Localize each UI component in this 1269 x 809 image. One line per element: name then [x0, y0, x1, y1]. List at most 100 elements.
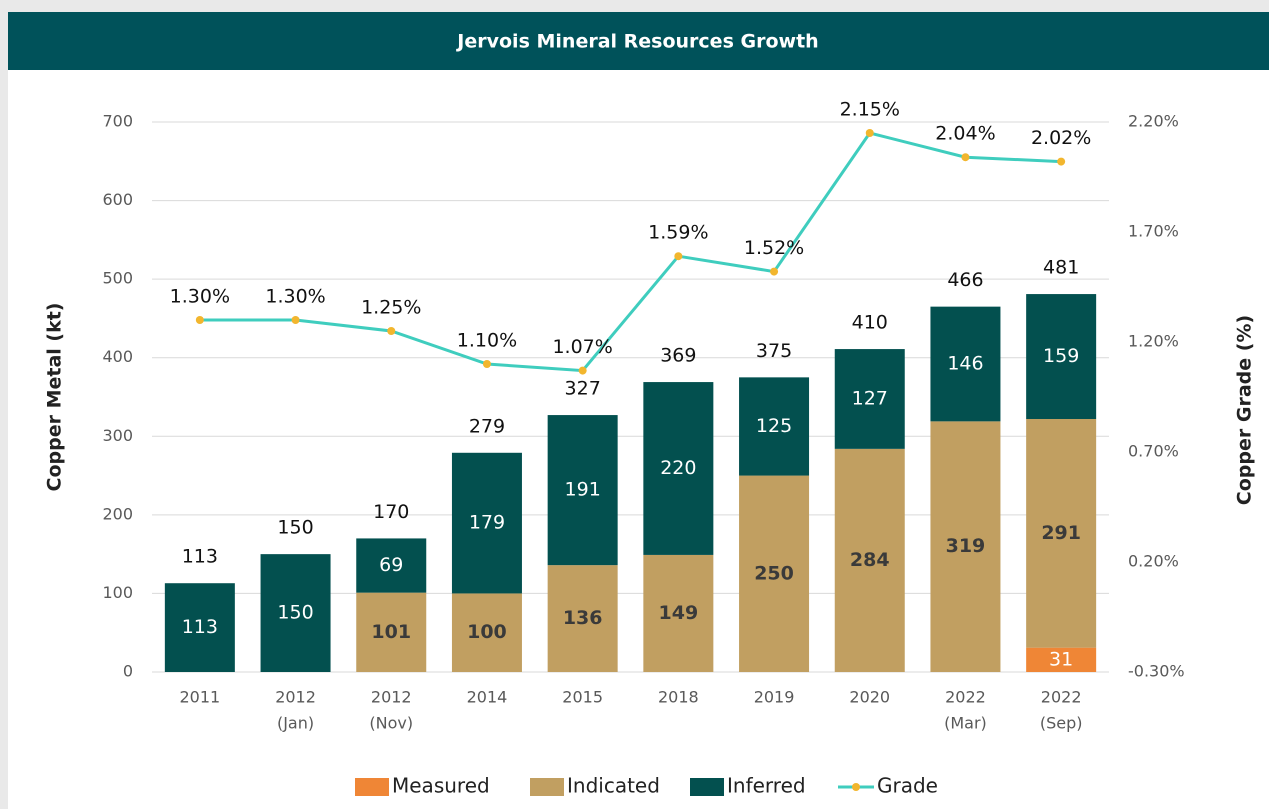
segment-label: 319	[946, 535, 986, 557]
x-tick-label: 2019	[754, 688, 795, 707]
x-tick-label: 2022	[945, 688, 986, 707]
grade-label: 1.25%	[361, 297, 421, 319]
grade-line	[199, 131, 1062, 373]
bar-segment	[834, 349, 905, 449]
bar-segment	[739, 475, 810, 672]
segment-label: 159	[1043, 345, 1079, 367]
bar-segment	[451, 452, 522, 594]
segment-label: 291	[1041, 522, 1081, 544]
bar-segment	[834, 448, 905, 672]
y2-tick-label: 0.20%	[1128, 552, 1179, 571]
bar-segment	[451, 593, 522, 672]
grade-marker	[961, 153, 970, 162]
grade-marker	[674, 252, 683, 261]
segment-label: 150	[277, 602, 313, 624]
grade-marker	[865, 129, 874, 137]
segment-label: 220	[660, 457, 696, 479]
x-tick-label: (Sep)	[1040, 714, 1083, 733]
grade-marker	[482, 360, 491, 368]
x-tick-label: 2015	[562, 688, 603, 707]
segment-label: 250	[754, 562, 794, 584]
total-label: 327	[565, 378, 601, 400]
x-tick-label: 2020	[849, 688, 890, 707]
y-tick-label: 400	[102, 347, 133, 366]
segment-label: 179	[469, 512, 505, 534]
bar-segment	[260, 554, 331, 672]
bar-segment	[930, 306, 1001, 422]
bar-segment	[547, 415, 618, 566]
total-label: 369	[660, 345, 696, 367]
segment-label: 127	[852, 387, 888, 409]
bar-segment	[356, 538, 427, 593]
x-tick-label: 2014	[467, 688, 508, 707]
y2-tick-label: 1.20%	[1128, 332, 1179, 351]
grade-label: 1.30%	[265, 286, 325, 308]
total-label: 410	[852, 312, 888, 334]
segment-label: 136	[563, 607, 603, 629]
y-tick-label: 600	[102, 190, 133, 209]
segment-label: 31	[1049, 648, 1073, 670]
header-band	[8, 12, 1269, 70]
total-label: 113	[182, 546, 218, 568]
legend-swatch	[530, 778, 564, 796]
legend-label: Grade	[877, 774, 938, 798]
y-tick-label: 200	[102, 504, 133, 523]
x-tick-label: (Jan)	[277, 714, 314, 733]
legend-label: Indicated	[567, 774, 660, 798]
legend-marker	[852, 783, 860, 791]
grade-label: 2.04%	[935, 123, 995, 145]
y-tick-label: 100	[102, 583, 133, 602]
bar-segment	[739, 377, 810, 476]
total-label: 170	[373, 501, 409, 523]
y-tick-label: 500	[102, 269, 133, 288]
bar-segment	[1026, 294, 1097, 419]
y-axis-title: Copper Metal (kt)	[44, 303, 66, 492]
grade-label: 1.59%	[648, 222, 708, 244]
total-label: 481	[1043, 257, 1079, 279]
segment-label: 149	[659, 602, 699, 624]
grade-label: 1.07%	[552, 336, 612, 358]
segment-label: 69	[379, 554, 403, 576]
segment-label: 125	[756, 415, 792, 437]
chart-title: Jervois Mineral Resources Growth	[455, 31, 818, 53]
y2-axis-title: Copper Grade (%)	[1234, 315, 1256, 505]
bar-segment	[1026, 647, 1097, 672]
bar-segment	[930, 421, 1001, 672]
legend-swatch	[690, 778, 724, 796]
grade-label: 1.30%	[170, 286, 230, 308]
grade-marker	[770, 267, 779, 276]
grade-marker	[387, 327, 396, 335]
y-tick-label: 700	[102, 112, 133, 131]
grade-marker	[578, 366, 587, 375]
segment-label: 284	[850, 549, 890, 571]
grade-label: 1.52%	[744, 237, 804, 259]
x-tick-label: 2018	[658, 688, 699, 707]
bar-segment	[356, 592, 427, 672]
grade-label: 1.10%	[457, 330, 517, 352]
y-tick-label: 300	[102, 426, 133, 445]
legend-label: Inferred	[727, 774, 806, 798]
total-label: 279	[469, 415, 505, 437]
segment-label: 191	[565, 479, 601, 501]
bar-segment	[164, 583, 235, 672]
x-tick-label: 2012	[371, 688, 412, 707]
grade-label: 2.15%	[840, 99, 900, 121]
segment-label: 113	[182, 616, 218, 638]
x-tick-label: 2012	[275, 688, 316, 707]
total-label: 375	[756, 340, 792, 362]
legend-label: Measured	[392, 774, 490, 798]
y2-tick-label: 0.70%	[1128, 442, 1179, 461]
y2-tick-label: 1.70%	[1128, 222, 1179, 241]
segment-label: 146	[947, 353, 983, 375]
y2-tick-label: -0.30%	[1128, 662, 1185, 681]
y2-tick-label: 2.20%	[1128, 112, 1179, 131]
grade-label: 2.02%	[1031, 127, 1091, 149]
total-label: 150	[277, 517, 313, 539]
legend-swatch	[355, 778, 389, 796]
bar-segment	[643, 554, 714, 672]
bar-segment	[643, 382, 714, 555]
segment-label: 100	[467, 621, 507, 643]
bar-segment	[547, 565, 618, 672]
total-label: 466	[947, 269, 983, 291]
